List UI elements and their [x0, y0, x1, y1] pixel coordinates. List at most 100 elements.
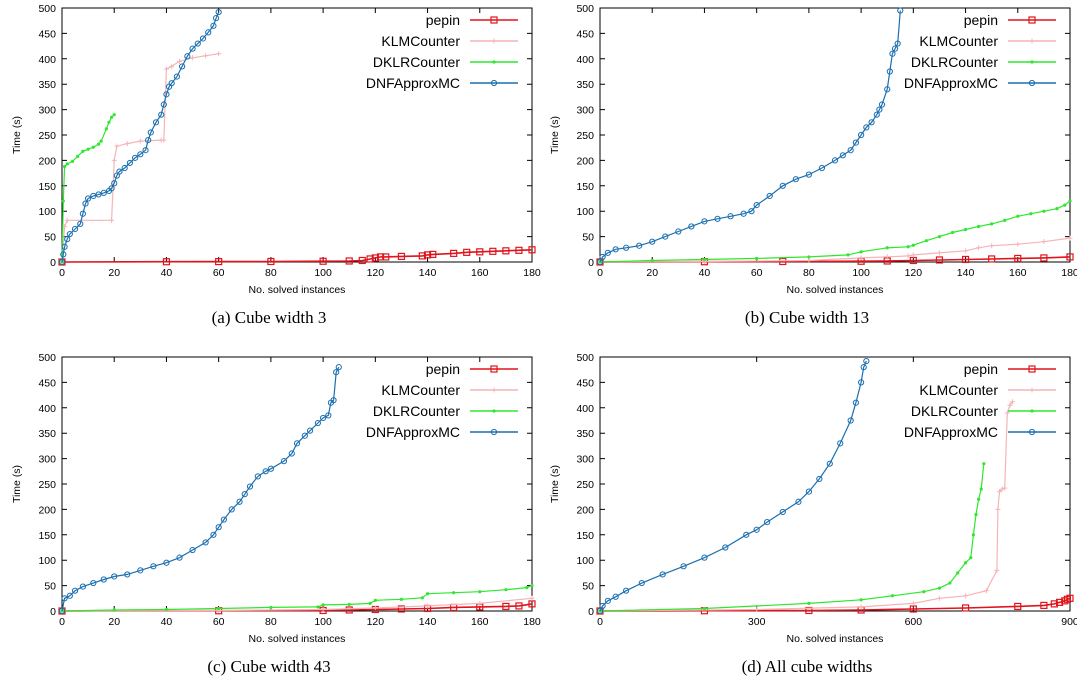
data-point — [753, 526, 760, 533]
y-tick-label: 100 — [38, 555, 56, 567]
legend-label: KLMCounter — [919, 382, 998, 398]
data-point — [202, 539, 209, 546]
data-point — [104, 127, 108, 131]
data-point — [988, 255, 996, 263]
series-dklrcounter — [598, 199, 1072, 264]
x-tick-label: 40 — [161, 267, 173, 279]
data-point — [936, 250, 942, 256]
data-point — [886, 68, 893, 75]
data-point — [826, 460, 833, 467]
data-point — [1029, 212, 1033, 216]
data-point — [1007, 402, 1013, 408]
data-point — [163, 91, 170, 98]
data-point — [345, 606, 353, 614]
x-tick-label: 20 — [646, 267, 658, 279]
x-tick-label: 180 — [1061, 267, 1077, 279]
data-point — [61, 199, 65, 203]
data-point — [254, 473, 261, 480]
legend-marker — [491, 387, 497, 393]
data-point — [168, 80, 175, 87]
y-tick-label: 300 — [576, 105, 594, 117]
legend-label: DKLRCounter — [911, 54, 998, 70]
data-point — [1063, 203, 1067, 207]
y-tick-label: 0 — [50, 606, 56, 618]
x-tick-label: 20 — [108, 267, 120, 279]
data-point — [241, 491, 248, 498]
y-tick-label: 450 — [576, 28, 594, 40]
data-point — [288, 450, 295, 457]
y-tick-label: 0 — [50, 257, 56, 269]
x-tick-label: 80 — [265, 616, 277, 628]
data-point — [937, 235, 942, 239]
series-line-klmcounter — [61, 53, 219, 263]
data-point — [858, 379, 865, 386]
data-point — [884, 254, 890, 260]
data-point — [169, 63, 175, 69]
x-tick-label: 60 — [751, 267, 763, 279]
data-point — [873, 111, 880, 118]
data-point — [114, 143, 120, 149]
data-point — [64, 236, 71, 243]
data-point — [910, 252, 916, 258]
data-point — [425, 603, 431, 609]
data-point — [890, 594, 895, 598]
series-line-dklrcounter — [599, 200, 1071, 263]
y-tick-label: 450 — [38, 377, 56, 389]
data-point — [116, 168, 123, 175]
data-point — [1041, 239, 1047, 245]
legend: pepin KLMCounter DKLRCounter DNFApproxMC — [904, 12, 1056, 91]
series-dnfapproxmc — [58, 8, 222, 266]
data-point — [502, 247, 510, 255]
y-tick-label: 300 — [38, 105, 56, 117]
data-point — [852, 139, 859, 146]
series-dnfapproxmc — [58, 364, 342, 615]
data-point — [86, 147, 90, 151]
data-point — [743, 531, 750, 538]
series-line-dnfapproxmc — [599, 360, 867, 612]
data-point — [190, 55, 196, 61]
series-dklrcounter — [60, 584, 534, 613]
y-tick-label: 50 — [582, 232, 594, 244]
legend-marker — [1028, 79, 1036, 87]
legend-marker — [492, 409, 496, 413]
y-tick-label: 100 — [576, 555, 594, 567]
data-point — [983, 588, 989, 594]
data-point — [963, 248, 969, 254]
chart-panel-c: 0 50 100 150 200 250 300 350 400 450 500 0 20 40 60 80 1… — [0, 349, 541, 698]
data-point — [963, 593, 969, 599]
data-point — [333, 369, 340, 376]
data-point — [847, 417, 854, 424]
x-tick-label: 180 — [523, 616, 541, 628]
data-point — [596, 258, 604, 266]
data-point — [529, 595, 535, 601]
data-point — [599, 253, 606, 261]
data-point — [321, 603, 325, 607]
legend-marker — [490, 365, 498, 373]
legend-marker — [1030, 409, 1034, 413]
data-point — [58, 607, 66, 615]
chart-d: 0 50 100 150 200 250 300 350 400 450 500 0 300 600 900… — [549, 352, 1077, 645]
data-point — [740, 210, 747, 217]
data-point — [382, 253, 390, 261]
x-tick-label: 0 — [597, 267, 603, 279]
data-point — [79, 583, 86, 590]
data-point — [110, 115, 114, 119]
data-point — [476, 248, 484, 256]
data-point — [150, 563, 157, 570]
data-point — [267, 465, 274, 472]
y-tick-label: 450 — [38, 28, 56, 40]
data-point — [1010, 399, 1016, 405]
legend-marker — [491, 38, 497, 44]
data-point — [636, 242, 643, 249]
data-point — [70, 159, 75, 164]
data-point — [1042, 209, 1046, 213]
legend: pepin KLMCounter DKLRCounter DNFApproxMC — [366, 361, 518, 440]
x-axis-label: No. solved instances — [787, 633, 884, 645]
data-point — [779, 508, 786, 516]
data-point — [795, 498, 802, 505]
data-point — [85, 195, 92, 202]
data-point — [176, 554, 183, 561]
data-point — [215, 524, 222, 531]
data-point — [1067, 235, 1073, 241]
y-axis-label: Time (s) — [549, 116, 561, 154]
